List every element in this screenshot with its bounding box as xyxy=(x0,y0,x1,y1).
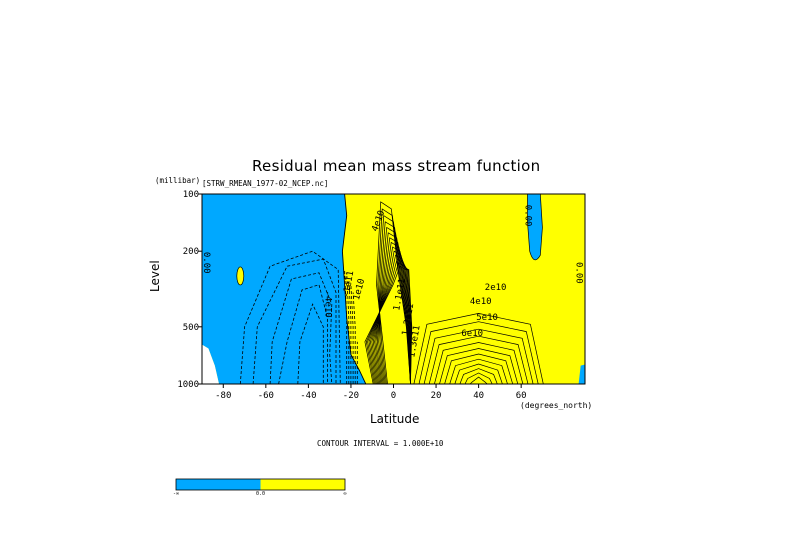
positive-contour-line-6 xyxy=(375,232,411,385)
x-tick-label-3: -40 xyxy=(300,391,316,401)
colorbar-frame xyxy=(175,478,346,491)
y-tick-label-1: 100 xyxy=(183,190,199,200)
positive-contour-line-13 xyxy=(365,262,412,385)
midlat-contour-line-1 xyxy=(469,376,488,385)
negative-cell-north xyxy=(527,193,543,261)
positive-contour-line-14 xyxy=(364,265,413,385)
midlat-contour-line-4 xyxy=(454,363,503,385)
midlat-contour-line-8 xyxy=(434,342,524,385)
positive-contour-line-7 xyxy=(374,237,411,385)
positive-contour-line-3 xyxy=(378,214,411,385)
midlat-contour-line-10 xyxy=(423,328,534,385)
colorbar-tick-label-2: 0.0 xyxy=(256,491,265,497)
colorbar-positive xyxy=(260,479,345,490)
negative-patch-northeast xyxy=(578,364,585,384)
midlat-contour-line-6 xyxy=(444,353,514,385)
positive-contour-line-4 xyxy=(378,221,411,385)
x-tick-label-7: 40 xyxy=(473,391,484,401)
midlat-contour-line-7 xyxy=(439,348,519,385)
positive-contour-line-10 xyxy=(370,250,411,385)
x-axis-units: (degrees_north) xyxy=(520,401,593,410)
chart-subtitle: [STRW_RMEAN_1977-02_NCEP.nc] xyxy=(202,179,329,188)
y-axis-units: (millibar) xyxy=(155,176,201,185)
negative-contour-line-10 xyxy=(352,292,356,384)
zero-contour-line xyxy=(341,193,367,385)
negative-contour-line-3 xyxy=(252,258,337,385)
positive-contour-line-11 xyxy=(368,254,411,385)
midlat-contour-line-3 xyxy=(459,368,498,385)
negative-contour-line-5 xyxy=(297,303,324,385)
x-tick-label-8: 60 xyxy=(516,391,527,401)
contour-label-1: 0.00 xyxy=(201,252,211,274)
midlat-contour-line-5 xyxy=(449,358,508,385)
x-axis-label: Latitude xyxy=(370,412,420,426)
positive-cell-south xyxy=(236,266,245,286)
chart-title: Residual mean mass stream function xyxy=(252,157,541,175)
negative-region-south xyxy=(202,194,366,384)
y-tick-label-3: 500 xyxy=(183,323,199,333)
x-tick-label-2: -60 xyxy=(258,391,274,401)
colorbar-tick-label-3: ∞ xyxy=(343,491,346,497)
x-tick-label-4: -20 xyxy=(343,391,359,401)
positive-contour-line-5 xyxy=(376,226,411,385)
contour-label-2: 0.00 xyxy=(522,205,532,227)
x-tick-label-1: -80 xyxy=(215,391,231,401)
contour-label-6: 2e10 xyxy=(485,283,507,293)
x-tick-label-6: 20 xyxy=(431,391,442,401)
negative-contour-line-1 xyxy=(269,272,333,385)
positive-contour-line-9 xyxy=(371,246,411,385)
negative-contour-line-4 xyxy=(239,250,341,385)
x-tick-label-5: 0 xyxy=(391,391,396,401)
midlat-contour-line-9 xyxy=(428,335,529,385)
positive-contour-line-1 xyxy=(376,201,411,385)
colorbar-tick-label-1: -∞ xyxy=(173,491,179,497)
colorbar-negative xyxy=(176,479,261,490)
midlat-contour-line-11 xyxy=(418,321,539,385)
midlat-contour-line-12 xyxy=(413,313,544,385)
positive-contour-line-8 xyxy=(372,241,411,385)
missing-data-region xyxy=(202,344,219,384)
y-tick-label-4: 1000 xyxy=(177,380,199,390)
contour-label-3: 0.00 xyxy=(573,262,583,284)
y-tick-label-2: 200 xyxy=(183,247,199,257)
contour-interval-note: CONTOUR INTERVAL = 1.000E+10 xyxy=(317,439,444,448)
contour-label-8: 5e10 xyxy=(476,313,498,323)
contour-label-11: -1e11 xyxy=(342,270,357,298)
negative-contour-line-2 xyxy=(278,284,328,385)
midlat-contour-line-2 xyxy=(464,372,493,385)
negative-contour-line-7 xyxy=(346,272,350,384)
positive-contour-line-12 xyxy=(367,258,412,385)
positive-contour-line-2 xyxy=(377,208,411,385)
contour-label-10: -4e10 xyxy=(322,291,332,318)
negative-contour-line-8 xyxy=(348,278,352,384)
contour-label-7: 4e10 xyxy=(470,297,492,307)
contour-label-9: 6e10 xyxy=(461,329,483,339)
negative-contour-line-9 xyxy=(350,284,354,384)
